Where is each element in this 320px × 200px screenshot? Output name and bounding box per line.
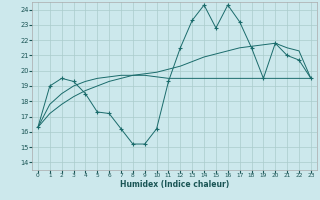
X-axis label: Humidex (Indice chaleur): Humidex (Indice chaleur) [120,180,229,189]
